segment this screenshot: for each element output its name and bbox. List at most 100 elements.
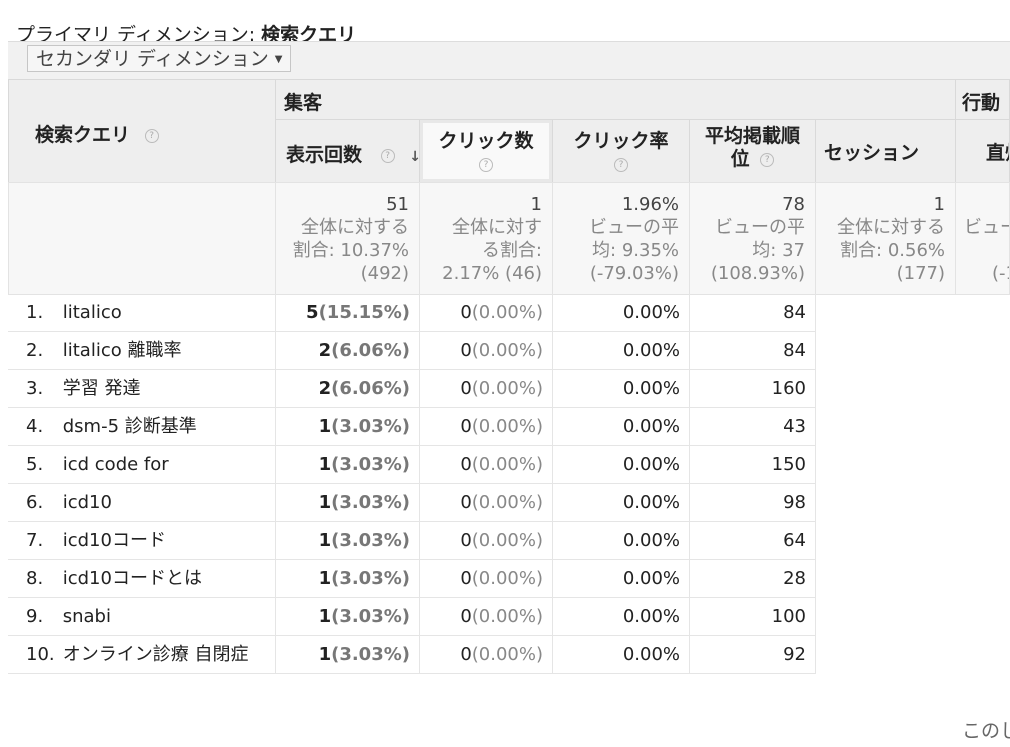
row-index: 7. <box>26 530 44 551</box>
query-link[interactable]: icd10コードとは <box>62 568 202 589</box>
impressions-percent: (3.03%) <box>331 568 410 589</box>
query-link[interactable]: litalico 離職率 <box>62 340 182 361</box>
totals-note: ビューの平 <box>715 217 805 238</box>
totals-avg-position: 78 ビューの平 均: 37 (108.93%) <box>689 182 816 295</box>
totals-note: 全体に対する <box>301 217 409 238</box>
clicks-percent: (0.00%) <box>471 606 543 627</box>
query-link[interactable]: litalico <box>62 302 122 323</box>
totals-note: (-1 <box>992 263 1009 284</box>
totals-clicks: 1 全体に対す る割合: 2.17% (46) <box>419 182 553 295</box>
ctr-cell: 0.00% <box>552 522 690 560</box>
question-circle-icon[interactable]: ? <box>144 128 159 143</box>
clicks-percent: (0.00%) <box>471 492 543 513</box>
acquisition-label: 集客 <box>284 92 323 114</box>
totals-note: 均: 9.35% <box>592 240 679 261</box>
ctr-value: 0.00% <box>622 378 680 399</box>
question-circle-icon[interactable]: ? <box>614 157 628 172</box>
clicks-cell: 0(0.00%) <box>419 446 553 484</box>
ctr-value: 0.00% <box>622 568 680 589</box>
query-cell: 4. dsm-5 診断基準 <box>8 408 276 446</box>
question-circle-icon[interactable]: ? <box>479 157 493 172</box>
row-index: 9. <box>26 606 44 627</box>
impressions-percent: (3.03%) <box>331 416 410 437</box>
impressions-value: 5 <box>306 302 319 323</box>
totals-sessions: 1 全体に対する 割合: 0.56% (177) <box>815 182 956 295</box>
impressions-value: 1 <box>318 492 332 513</box>
totals-note: 割合: 10.37% <box>292 240 409 261</box>
query-link[interactable]: 学習 発達 <box>62 378 141 399</box>
totals-label-cell <box>8 182 276 295</box>
clicks-value: 0 <box>460 416 472 437</box>
clicks-percent: (0.00%) <box>471 378 543 399</box>
totals-note: (177) <box>896 263 945 284</box>
query-link[interactable]: icd code for <box>62 454 169 475</box>
impressions-header-label: 表示回数 <box>286 144 363 166</box>
position-cell: 150 <box>689 446 816 484</box>
position-value: 84 <box>783 302 806 323</box>
position-cell: 160 <box>689 370 816 408</box>
clicks-percent: (0.00%) <box>471 644 543 665</box>
bounce-header-label: 直帰 <box>986 142 1009 164</box>
totals-note: (-79.03%) <box>589 263 679 284</box>
clicks-percent: (0.00%) <box>471 340 543 361</box>
row-index: 6. <box>26 492 44 513</box>
clicks-cell: 0(0.00%) <box>419 598 553 636</box>
query-link[interactable]: icd10 <box>62 492 112 513</box>
bounce-column-header[interactable]: 直帰 <box>955 119 1010 183</box>
primary-dimension-label: プライマリ ディメンション: 検索クエリ <box>16 20 356 47</box>
impressions-value: 1 <box>318 530 332 551</box>
clicks-cell: 0(0.00%) <box>419 560 553 598</box>
position-cell: 98 <box>689 484 816 522</box>
impressions-cell: 1(3.03%) <box>275 484 420 522</box>
totals-value: 1 <box>530 194 542 215</box>
avg-position-column-header[interactable]: 平均掲載順位 ? <box>689 119 816 183</box>
clicks-column-header[interactable]: クリック数 ? <box>419 119 553 183</box>
query-link[interactable]: icd10コード <box>62 530 166 551</box>
clicks-cell: 0(0.00%) <box>419 408 553 446</box>
avg-position-header-label: 平均掲載順位 <box>704 125 800 170</box>
clicks-percent: (0.00%) <box>471 302 543 323</box>
sort-down-arrow-icon[interactable]: ↓ <box>409 149 420 165</box>
row-index: 8. <box>26 568 44 589</box>
sessions-header-label: セッション <box>824 142 920 164</box>
clicks-value: 0 <box>460 530 472 551</box>
totals-note: る割合: <box>481 240 542 261</box>
impressions-percent: (3.03%) <box>331 530 410 551</box>
query-cell: 5. icd code for <box>8 446 276 484</box>
ctr-header-label: クリック率 <box>573 130 669 152</box>
question-circle-icon[interactable]: ? <box>380 148 395 163</box>
query-link[interactable]: dsm-5 診断基準 <box>62 416 197 437</box>
primary-dimension-value[interactable]: 検索クエリ <box>261 24 357 46</box>
impressions-value: 1 <box>318 416 332 437</box>
query-link[interactable]: オンライン診療 自閉症 <box>62 644 249 665</box>
behavior-label: 行動 <box>962 92 1001 114</box>
totals-value: 51 <box>386 194 409 215</box>
impressions-column-header[interactable]: 表示回数 ? ↓ <box>275 119 420 183</box>
sessions-column-header[interactable]: セッション <box>815 119 956 183</box>
secondary-dimension-button[interactable]: セカンダリ ディメンション ▼ <box>27 45 292 72</box>
question-circle-icon[interactable]: ? <box>760 152 775 167</box>
secondary-dimension-label: セカンダリ ディメンション <box>36 48 269 70</box>
totals-note: (492) <box>360 263 409 284</box>
query-cell: 9. snabi <box>8 598 276 636</box>
position-cell: 84 <box>689 294 816 332</box>
query-link[interactable]: snabi <box>62 606 111 627</box>
query-cell: 7. icd10コード <box>8 522 276 560</box>
footer-partial-text: このし <box>962 720 1010 742</box>
row-index: 5. <box>26 454 44 475</box>
ctr-column-header[interactable]: クリック率 ? <box>552 119 690 183</box>
ctr-cell: 0.00% <box>552 560 690 598</box>
position-value: 43 <box>783 416 806 437</box>
totals-note: 全体に対す <box>452 217 542 238</box>
clicks-value: 0 <box>460 606 472 627</box>
query-column-header[interactable]: 検索クエリ ? <box>8 79 276 183</box>
position-value: 92 <box>783 644 806 665</box>
ctr-cell: 0.00% <box>552 446 690 484</box>
caret-down-icon: ▼ <box>274 54 283 65</box>
clicks-cell: 0(0.00%) <box>419 294 553 332</box>
ctr-value: 0.00% <box>622 454 680 475</box>
impressions-cell: 1(3.03%) <box>275 560 420 598</box>
clicks-value: 0 <box>460 568 472 589</box>
clicks-cell: 0(0.00%) <box>419 370 553 408</box>
ctr-value: 0.00% <box>622 530 680 551</box>
